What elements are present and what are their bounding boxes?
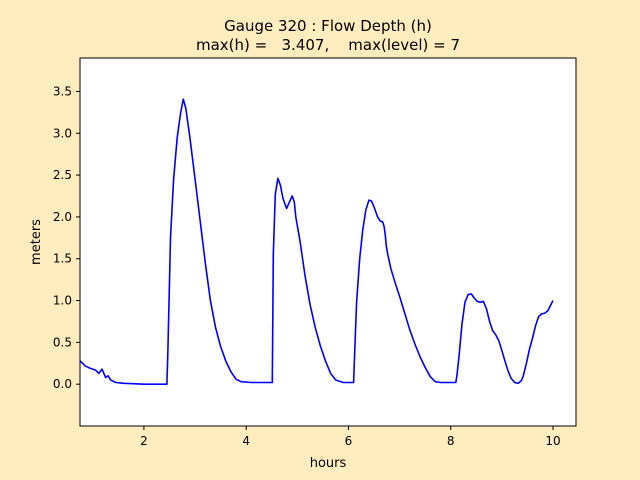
y-tick-label: 2.5 <box>53 168 72 182</box>
series-lines <box>79 98 554 386</box>
y-axis-ticks: 0.0 0.5 1.0 1.5 2.0 2.5 3.0 3.5 <box>53 84 80 391</box>
x-axis-ticks: 2 4 6 8 10 <box>140 426 561 448</box>
x-tick-label: 4 <box>242 434 250 448</box>
x-tick-label: 8 <box>447 434 455 448</box>
y-tick-label: 0.0 <box>53 377 72 391</box>
y-tick-label: 3.0 <box>53 126 72 140</box>
x-tick-label: 6 <box>345 434 353 448</box>
plot-area <box>80 58 576 426</box>
y-tick-label: 2.0 <box>53 210 72 224</box>
y-tick-label: 1.5 <box>53 252 72 266</box>
y-axis-label: meters <box>29 219 44 265</box>
y-tick-label: 0.5 <box>53 335 72 349</box>
x-axis-label: hours <box>310 456 347 471</box>
y-tick-label: 3.5 <box>53 84 72 98</box>
y-tick-label: 1.0 <box>53 294 72 308</box>
chart-title-line-1: Gauge 320 : Flow Depth (h) <box>224 17 432 35</box>
x-tick-label: 2 <box>140 434 148 448</box>
chart-title-line-2: max(h) = 3.407, max(level) = 7 <box>196 36 460 54</box>
plot-frame <box>79 57 577 427</box>
x-tick-label: 10 <box>545 434 560 448</box>
series-line-0 <box>79 98 554 386</box>
